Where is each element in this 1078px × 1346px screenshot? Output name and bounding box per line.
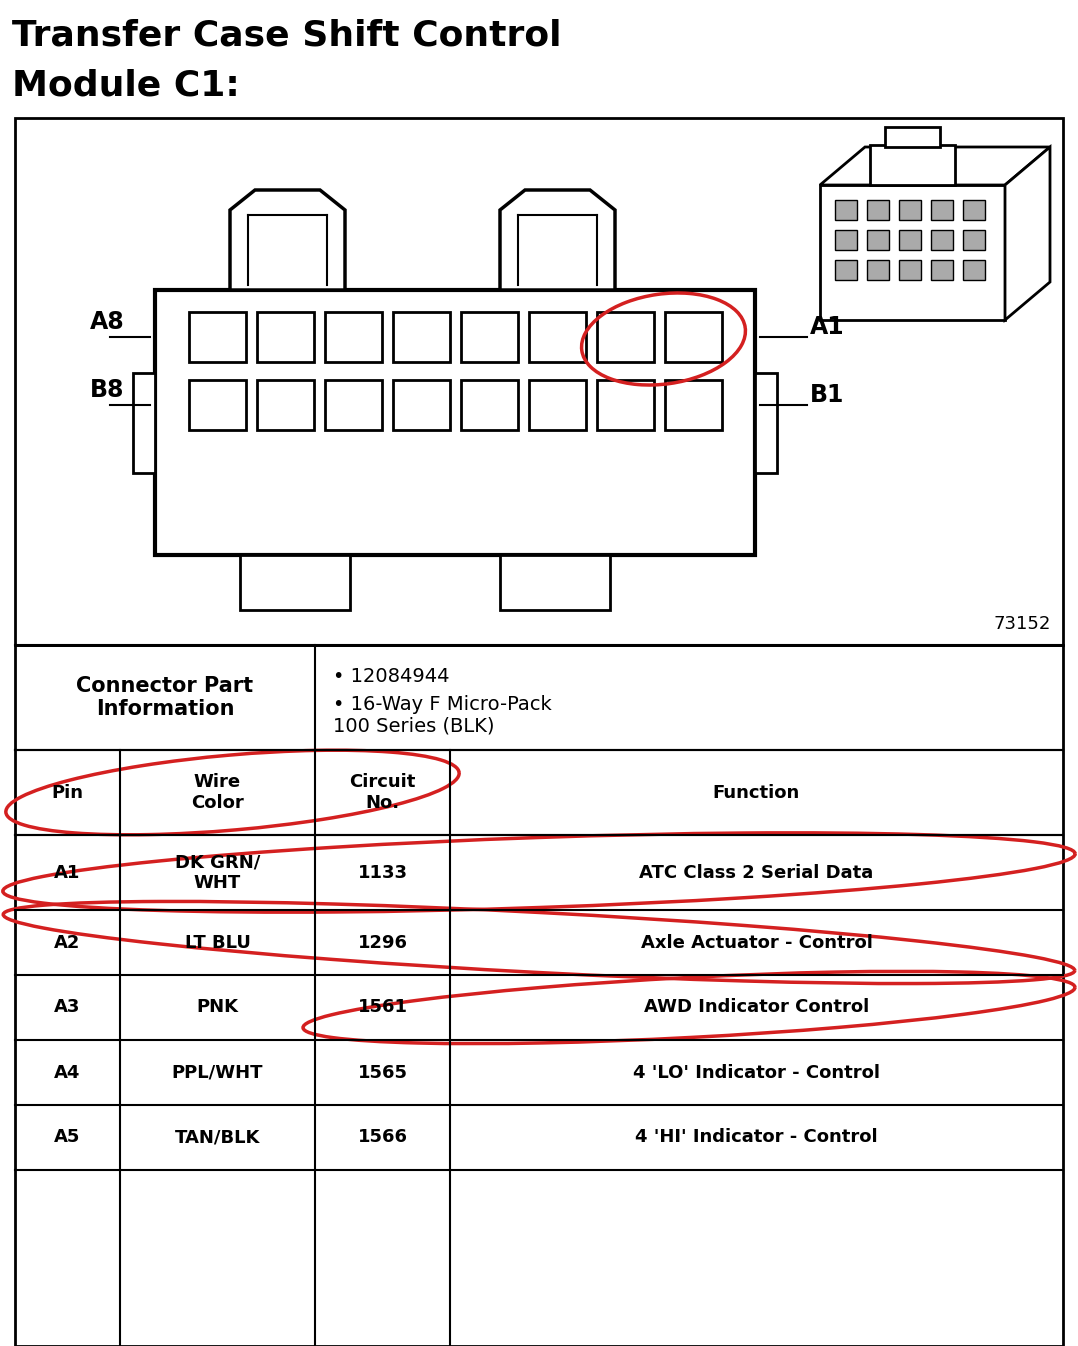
- Bar: [835, 260, 857, 280]
- Bar: [885, 127, 940, 147]
- Bar: [596, 312, 653, 362]
- Bar: [528, 380, 585, 429]
- Text: B1: B1: [810, 384, 844, 406]
- Text: 1561: 1561: [358, 999, 407, 1016]
- Text: 73152: 73152: [994, 615, 1051, 633]
- Bar: [870, 145, 955, 184]
- Text: B8: B8: [89, 378, 124, 402]
- Bar: [867, 201, 889, 219]
- Bar: [15, 118, 1063, 645]
- Text: • 16-Way F Micro-Pack
100 Series (BLK): • 16-Way F Micro-Pack 100 Series (BLK): [333, 695, 552, 736]
- Bar: [392, 312, 450, 362]
- Text: LT BLU: LT BLU: [184, 934, 250, 952]
- Text: AWD Indicator Control: AWD Indicator Control: [644, 999, 869, 1016]
- Text: A4: A4: [54, 1063, 81, 1081]
- Polygon shape: [500, 190, 616, 289]
- Bar: [664, 312, 721, 362]
- Text: Connector Part
Information: Connector Part Information: [77, 676, 253, 719]
- Text: • 12084944: • 12084944: [333, 668, 450, 686]
- Text: 1566: 1566: [358, 1128, 407, 1147]
- Bar: [257, 380, 314, 429]
- Text: 1296: 1296: [358, 934, 407, 952]
- Text: A1: A1: [810, 315, 845, 339]
- Polygon shape: [820, 147, 1050, 184]
- Text: Axle Actuator - Control: Axle Actuator - Control: [640, 934, 872, 952]
- Bar: [963, 230, 985, 250]
- Bar: [899, 230, 921, 250]
- Bar: [963, 260, 985, 280]
- Text: Pin: Pin: [52, 783, 83, 801]
- Bar: [257, 312, 314, 362]
- Bar: [460, 380, 517, 429]
- Text: 4 'HI' Indicator - Control: 4 'HI' Indicator - Control: [635, 1128, 877, 1147]
- Text: Transfer Case Shift Control: Transfer Case Shift Control: [12, 17, 562, 52]
- Bar: [460, 312, 517, 362]
- Bar: [899, 260, 921, 280]
- Bar: [240, 555, 350, 610]
- Text: Wire
Color: Wire Color: [191, 773, 244, 812]
- Bar: [664, 380, 721, 429]
- Text: 1565: 1565: [358, 1063, 407, 1081]
- Bar: [963, 201, 985, 219]
- Text: PNK: PNK: [196, 999, 238, 1016]
- Bar: [899, 201, 921, 219]
- Bar: [324, 380, 382, 429]
- Bar: [324, 312, 382, 362]
- Text: A2: A2: [54, 934, 81, 952]
- Bar: [155, 289, 755, 555]
- Text: 4 'LO' Indicator - Control: 4 'LO' Indicator - Control: [633, 1063, 880, 1081]
- Bar: [867, 260, 889, 280]
- Bar: [835, 201, 857, 219]
- Bar: [15, 645, 1063, 1346]
- Text: A8: A8: [89, 310, 125, 334]
- Bar: [500, 555, 610, 610]
- Text: TAN/BLK: TAN/BLK: [175, 1128, 260, 1147]
- Bar: [820, 184, 1005, 320]
- Text: ATC Class 2 Serial Data: ATC Class 2 Serial Data: [639, 864, 873, 882]
- Text: A3: A3: [54, 999, 81, 1016]
- Bar: [931, 260, 953, 280]
- Text: DK GRN/
WHT: DK GRN/ WHT: [175, 853, 260, 892]
- Text: Module C1:: Module C1:: [12, 69, 239, 102]
- Bar: [189, 380, 246, 429]
- Polygon shape: [230, 190, 345, 289]
- Text: PPL/WHT: PPL/WHT: [171, 1063, 263, 1081]
- Bar: [755, 373, 777, 472]
- Bar: [931, 230, 953, 250]
- Text: A1: A1: [54, 864, 81, 882]
- Text: Function: Function: [713, 783, 800, 801]
- Bar: [931, 201, 953, 219]
- Text: A5: A5: [54, 1128, 81, 1147]
- Bar: [835, 230, 857, 250]
- Polygon shape: [1005, 147, 1050, 320]
- Text: 1133: 1133: [358, 864, 407, 882]
- Text: Circuit
No.: Circuit No.: [349, 773, 416, 812]
- Bar: [392, 380, 450, 429]
- Bar: [133, 373, 155, 472]
- Bar: [528, 312, 585, 362]
- Bar: [596, 380, 653, 429]
- Bar: [189, 312, 246, 362]
- Bar: [867, 230, 889, 250]
